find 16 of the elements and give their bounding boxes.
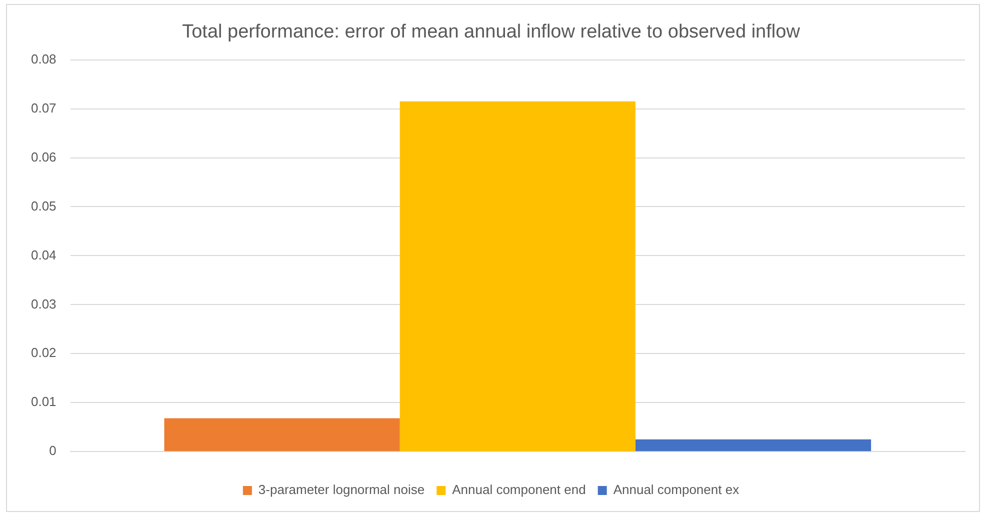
y-tick-label: 0.01 xyxy=(30,394,56,410)
y-tick-label: 0.03 xyxy=(30,296,56,312)
y-tick-label: 0.05 xyxy=(30,198,56,214)
y-tick-label: 0.07 xyxy=(30,100,56,116)
y-tick-label: 0.08 xyxy=(30,51,56,66)
legend-label: Annual component end xyxy=(452,482,586,498)
legend-label: 3-parameter lognormal noise xyxy=(258,482,425,498)
y-tick-label: 0.06 xyxy=(30,149,56,164)
legend-label: Annual component ex xyxy=(613,482,740,498)
bar xyxy=(400,101,636,452)
y-tick-label: 0 xyxy=(49,443,56,458)
y-tick-label: 0.04 xyxy=(30,247,56,262)
bar xyxy=(164,418,400,452)
bar xyxy=(635,439,872,452)
y-tick-label: 0.02 xyxy=(30,345,56,360)
chart-title: Total performance: error of mean annual inflow relative to observed inflow xyxy=(182,22,800,43)
